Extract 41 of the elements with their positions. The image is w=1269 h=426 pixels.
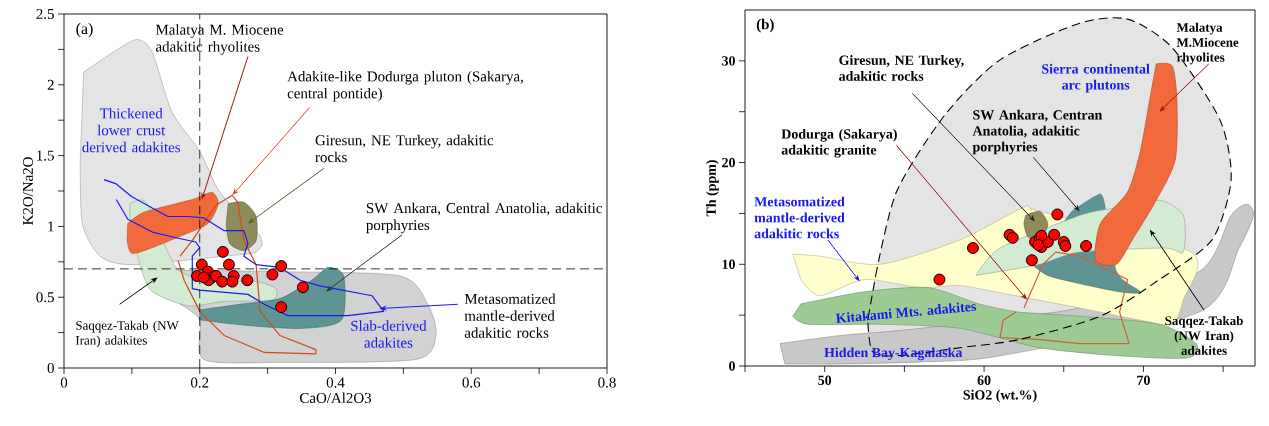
x-tick-label: 0.8 [598, 377, 616, 388]
annotation: SW Ankara, Central Anatolia, adakitic porphyries [366, 202, 602, 234]
y-axis-title: K2O/Na2O [22, 157, 33, 226]
x-tick-label: 70 [1137, 375, 1150, 385]
y-tick-label: 30 [722, 56, 735, 66]
text: (a) [76, 22, 93, 38]
annotation: Metasomatized mantle-derived adakitic rocks [754, 196, 845, 239]
x-axis-title: SiO2 (wt.%) [963, 389, 1037, 403]
annotation: Metasomatized mantle-derived adakitic rocks [464, 293, 556, 338]
annotation: Malatya M. Miocene adakitic rhyolites [155, 24, 284, 55]
x-tick-label: 0.4 [326, 377, 345, 388]
annotation: Giresun, NE Turkey, adakitic rocks [315, 134, 494, 163]
annotation: Kitakami Mts. adakites [835, 302, 977, 323]
x-tick-label: 0.6 [462, 377, 481, 388]
text: (b) [756, 18, 774, 33]
x-tick-label: 0 [60, 377, 68, 388]
y-tick-label: 2 [47, 79, 54, 90]
x-tick-label: 60 [977, 375, 991, 385]
x-tick-label: 0.2 [190, 377, 209, 388]
annotation: SW Ankara, Centran Anatolia, adakitic porphyries [972, 109, 1103, 155]
y-tick-label: 2.5 [36, 8, 54, 20]
y-tick-label: 20 [722, 157, 735, 168]
y-tick-label: 1.5 [37, 150, 54, 161]
annotation: Adakite-like Dodurga pluton (Sakarya, central pontide) [287, 70, 523, 102]
y-tick-label: 0 [47, 362, 54, 374]
y-tick-label: 0.5 [36, 292, 54, 303]
annotation: Saqqez-Takab (NW Iran) adakites [75, 320, 179, 348]
annotation: Hidden Bay-Kagalaska [824, 347, 963, 361]
annotation: Thickened lower crust derived adakites [82, 107, 181, 153]
annotation: Saqqez-Takab (NW Iran) adakites [1165, 315, 1243, 355]
annotation: Giresun, NE Turkey, adakitic rocks [839, 55, 964, 81]
x-tick-label: 50 [818, 375, 832, 385]
annotation: Slab-derived adakites [351, 320, 427, 348]
y-tick-label: 10 [722, 259, 735, 269]
x-axis-title: CaO/Al2O3 [300, 392, 372, 403]
annotation: Malatya M.Miocene rhyolites [1176, 22, 1239, 65]
y-tick-label: 0 [729, 361, 735, 371]
annotation: Sierra continental arc plutons [1042, 63, 1150, 93]
y-tick-label: 1 [48, 221, 54, 232]
annotation: Dodurga (Sakarya) adakitic granite [781, 128, 897, 158]
y-axis-title: Th (ppm) [706, 160, 719, 217]
